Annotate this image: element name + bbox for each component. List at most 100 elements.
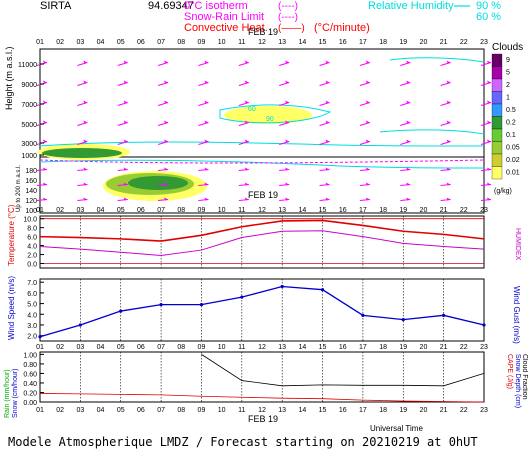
- rh-contour-4: [389, 57, 485, 63]
- legend-snow-label: Snow-Rain Limit: [184, 11, 264, 23]
- colorbar-cell: [491, 103, 503, 117]
- date-label-cloud: FEB 19: [248, 190, 278, 200]
- hour-tick-label: 21: [440, 207, 448, 214]
- y-tick-label: 4.0: [27, 312, 37, 319]
- temperature-panel: 10.0 8.0 6.0 4.0 2.0 0.0 Temperature (°C) HUM…: [7, 204, 521, 268]
- colorbar-cell: [491, 153, 503, 167]
- hour-tick-label: 16: [339, 207, 347, 214]
- hour-tick-label: 20: [420, 39, 428, 46]
- height-tick-label: 9000: [21, 82, 37, 89]
- hour-tick-label: 01: [36, 407, 44, 414]
- hour-tick-label: 17: [359, 207, 367, 214]
- y-tick-label: 1.00: [23, 352, 37, 359]
- cape-axis-title: CAPE (J/g): [506, 354, 513, 389]
- hour-tick-label: 07: [157, 207, 165, 214]
- hour-tick-label: 03: [76, 39, 84, 46]
- hour-tick-label: 22: [460, 344, 468, 351]
- hour-tick-label: 12: [258, 344, 266, 351]
- wind-arrow-head: [164, 167, 169, 171]
- humidex-axis-title: HUMIDEX: [514, 228, 521, 261]
- wind-arrow-head: [43, 100, 47, 104]
- wind-arrow-head: [325, 80, 330, 84]
- wind-arrow-head: [244, 197, 249, 201]
- height-lower-axis-title: Up to 200 m a.s.l.: [16, 165, 22, 212]
- wind-arrow-head: [164, 197, 169, 201]
- colorbar-cell: [491, 141, 503, 155]
- hour-tick-label: 17: [359, 344, 367, 351]
- hour-tick-label: 17: [359, 407, 367, 414]
- hour-tick-label: 03: [76, 407, 84, 414]
- cloud-fraction-axis-title: Cloud Fraction: [521, 354, 528, 400]
- hour-axis-temp: 01 02 03 04 05 06 07 08 09 10 11 12 13 14 15 16 17 18 19 20…: [36, 207, 488, 214]
- wind-speed-point: [320, 288, 325, 292]
- wind-arrow-head: [244, 120, 249, 124]
- hour-tick-label: 18: [379, 39, 387, 46]
- rh-label-60: 60: [248, 106, 256, 113]
- date-label-top: FEB 19: [248, 27, 278, 37]
- hour-tick-label: 08: [177, 407, 185, 414]
- wind-arrow-head: [365, 120, 370, 124]
- wind-arrow-head: [406, 80, 411, 84]
- hour-tick-label: 10: [218, 39, 226, 46]
- hour-tick-label: 06: [137, 207, 145, 214]
- cloud-colorbar: Clouds 9 5 2 1 0.5 0.2 0.1 0.05 0.02 0.01 (g/kg): [491, 42, 523, 195]
- wind-arrow-head: [164, 139, 169, 143]
- colorbar-label: 0.2: [506, 120, 516, 127]
- wind-arrow-head: [83, 120, 88, 124]
- wind-arrow-head: [83, 139, 88, 143]
- y-tick-label: 2.0: [27, 253, 37, 260]
- wind-arrow-head: [43, 139, 47, 143]
- wind-arrow-head: [487, 120, 491, 124]
- wind-speed-point: [78, 323, 82, 327]
- wind-arrow-head: [83, 100, 88, 104]
- wind-arrow-head: [446, 182, 451, 186]
- rain-axis-ticks: 1.00 0.80 0.60 0.40 0.20 0.00: [23, 352, 44, 407]
- legend-convective-symbol: (——): [278, 23, 305, 34]
- wind-arrow-head: [365, 167, 370, 171]
- wind-axis-ticks: 7.0 6.0 5.0 4.0 3.0 2.0: [27, 280, 44, 341]
- height-lower-tick-label: 120: [25, 198, 37, 205]
- height-lower-tick-label: 160: [25, 178, 37, 185]
- hour-tick-label: 11: [238, 407, 245, 414]
- hour-tick-label: 09: [198, 207, 206, 214]
- wind-arrow-head: [285, 120, 290, 124]
- wind-arrow-head: [285, 139, 290, 143]
- wind-arrow-head: [487, 60, 491, 64]
- colorbar-label: 0.02: [506, 157, 520, 164]
- wind-arrow-head: [285, 60, 290, 64]
- wind-arrow-head: [446, 100, 451, 104]
- wind-arrow-head: [365, 80, 370, 84]
- wind-arrow-head: [204, 60, 209, 64]
- wind-arrow-head: [325, 167, 330, 171]
- hour-tick-label: 16: [339, 407, 347, 414]
- hour-tick-label: 14: [298, 207, 306, 214]
- wind-arrow-head: [83, 60, 88, 64]
- hour-tick-label: 03: [76, 344, 84, 351]
- wind-arrow-head: [244, 100, 249, 104]
- wind-arrow-head: [285, 80, 290, 84]
- hour-tick-label: 01: [36, 207, 44, 214]
- hour-tick-label: 22: [460, 39, 468, 46]
- footer-text: Modele Atmospherique LMDZ / Forecast sta…: [8, 435, 478, 449]
- colorbar-label: 5: [506, 70, 510, 77]
- hour-tick-label: 13: [278, 207, 286, 214]
- y-tick-label: 0.00: [23, 400, 37, 407]
- wind-arrow-head: [83, 182, 88, 186]
- y-tick-label: 5.0: [27, 302, 37, 309]
- wind-arrow-head: [164, 182, 169, 186]
- y-tick-label: 3.0: [27, 323, 37, 330]
- hour-tick-label: 01: [36, 344, 44, 351]
- wind-arrow-head: [43, 80, 47, 84]
- y-tick-label: 0.0: [27, 262, 37, 269]
- hour-tick-label: 01: [36, 39, 44, 46]
- hour-tick-label: 11: [238, 207, 245, 214]
- wind-arrow-head: [406, 197, 411, 201]
- colorbar-cell: [491, 166, 503, 180]
- hour-tick-label: 02: [56, 39, 64, 46]
- wind-arrow-head: [446, 80, 451, 84]
- wind-arrow-head: [123, 182, 128, 186]
- date-label-bottom: FEB 19: [248, 414, 278, 424]
- wind-arrow-head: [406, 139, 411, 143]
- wind-panel: 7.0 6.0 5.0 4.0 3.0 2.0 Wind Speed (m/s) Wind…: [7, 276, 521, 344]
- hour-tick-label: 23: [480, 39, 488, 46]
